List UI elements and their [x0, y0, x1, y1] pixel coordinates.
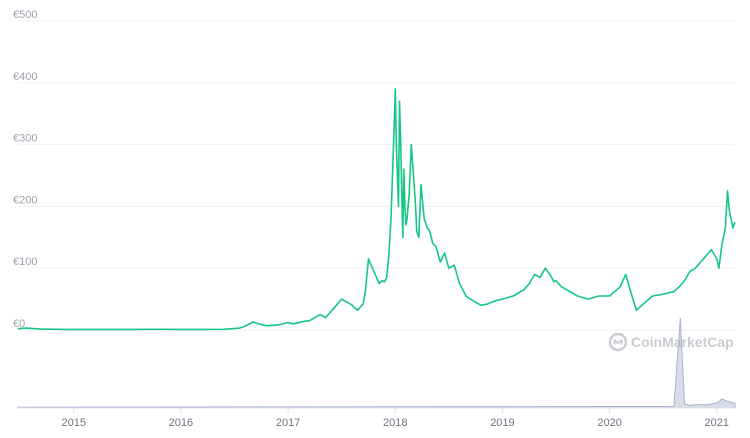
y-tick-label: €0 [13, 318, 25, 330]
x-tick-label: 2016 [169, 417, 193, 429]
grid-lines [18, 20, 735, 331]
watermark: CoinMarketCap [608, 332, 734, 352]
x-tick-label: 2017 [276, 417, 300, 429]
y-tick-label: €400 [13, 71, 37, 83]
y-tick-label: €500 [13, 9, 37, 21]
y-tick-label: €100 [13, 256, 37, 268]
y-axis: €0 €100 €200 €300 €400 €500 [13, 9, 37, 330]
x-tick-label: 2020 [597, 417, 621, 429]
y-tick-label: €300 [13, 133, 37, 145]
y-tick-label: €200 [13, 194, 37, 206]
watermark-text: CoinMarketCap [631, 334, 734, 350]
coinmarketcap-logo-icon [608, 332, 628, 352]
price-line [17, 88, 736, 331]
volume-panel [17, 317, 736, 409]
volume-area [17, 317, 736, 409]
x-tick-label: 2018 [383, 417, 407, 429]
x-tick-label: 2015 [61, 417, 85, 429]
x-tick-label: 2019 [490, 417, 514, 429]
x-axis: 2015 2016 2017 2018 2019 2020 2021 [61, 408, 729, 429]
x-tick-label: 2021 [705, 417, 729, 429]
